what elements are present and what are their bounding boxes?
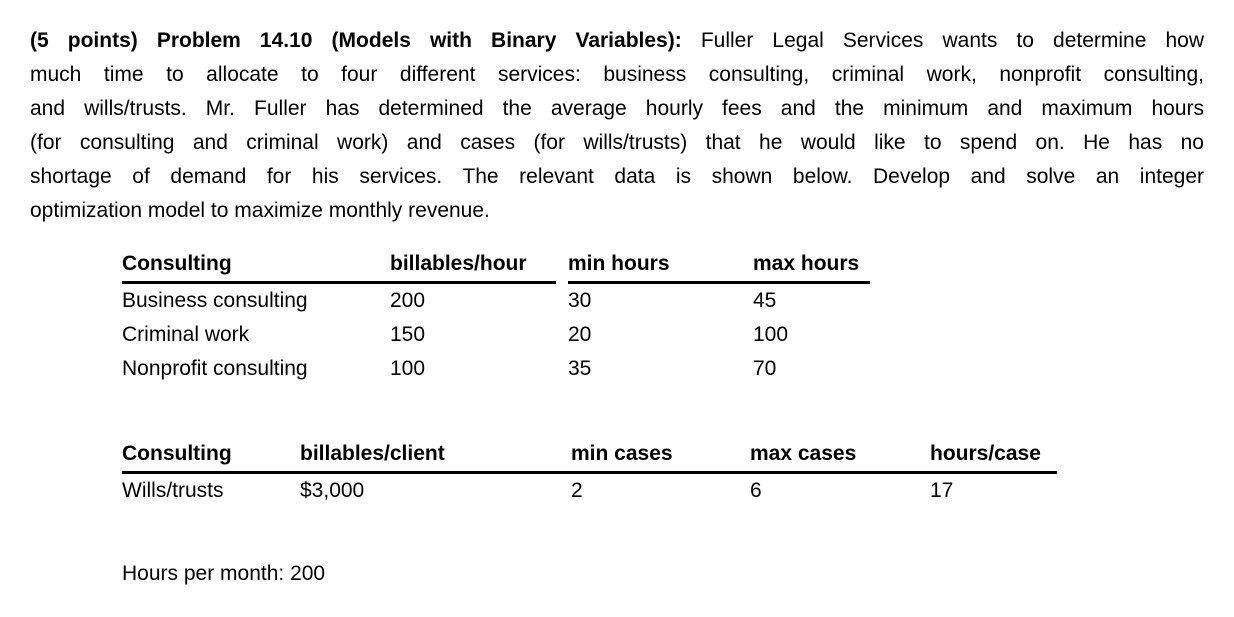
hours-table-cell-min: 30 [568, 289, 592, 312]
cases-table-header-max-cases: max cases [750, 437, 930, 474]
hours-table-cell-max: 45 [753, 289, 777, 312]
hours-per-month-note: Hours per month: 200 [122, 562, 326, 585]
hours-table-cell-billables: 100 [390, 357, 426, 380]
problem-text-line-3: and wills/trusts. Mr. Fuller has determi… [30, 97, 1204, 120]
cases-table-header-consulting: Consulting [122, 437, 300, 474]
cases-table-cell-max: 6 [750, 479, 762, 502]
hours-table-header-max-hours: max hours [753, 247, 870, 284]
cases-table-header-billables-per-client: billables/client [300, 437, 571, 474]
cases-table-header-hours-per-case: hours/case [930, 437, 1057, 474]
hours-table-header-billables-per-hour: billables/hour [390, 247, 568, 284]
hours-table-header-min-hours: min hours [568, 247, 753, 284]
problem-statement: (5 points) Problem 14.10 (Models with Bi… [30, 24, 1204, 228]
problem-text-line-1-rest: Fuller Legal Services wants to determine… [700, 29, 1205, 52]
hours-table-cell-max: 70 [753, 357, 777, 380]
hours-table-cell-billables: 200 [390, 289, 426, 312]
hours-table-cell-billables: 150 [390, 323, 426, 346]
problem-text-line-6: optimization model to maximize monthly r… [30, 199, 490, 222]
problem-title: (5 points) Problem 14.10 (Models with Bi… [30, 29, 682, 52]
problem-text-line-4: (for consulting and criminal work) and c… [30, 131, 1204, 154]
hours-table-cell-min: 35 [568, 357, 592, 380]
hours-table-cell-service: Nonprofit consulting [122, 357, 308, 380]
hours-table-header-billables-per-hour-text: billables/hour [390, 247, 556, 284]
cases-table: Consulting billables/client min cases ma… [122, 437, 1057, 508]
cases-table-cell-hours-per-case: 17 [930, 479, 954, 502]
cases-table-cell-min: 2 [571, 479, 583, 502]
problem-text-line-2: much time to allocate to four different … [30, 63, 1204, 86]
problem-text-line-1: (5 points) Problem 14.10 (Models with Bi… [30, 24, 1204, 58]
hours-table-cell-service: Business consulting [122, 289, 308, 312]
hours-table-header-consulting: Consulting [122, 247, 390, 284]
cases-table-cell-service: Wills/trusts [122, 479, 224, 502]
problem-text-line-5: shortage of demand for his services. The… [30, 165, 1204, 188]
cases-table-header-min-cases: min cases [571, 437, 750, 474]
hours-table-cell-min: 20 [568, 323, 592, 346]
hours-table-cell-max: 100 [753, 323, 789, 346]
cases-table-cell-billables: $3,000 [300, 479, 365, 502]
hours-table: Consulting billables/hour min hours max … [122, 247, 870, 386]
hours-table-cell-service: Criminal work [122, 323, 250, 346]
